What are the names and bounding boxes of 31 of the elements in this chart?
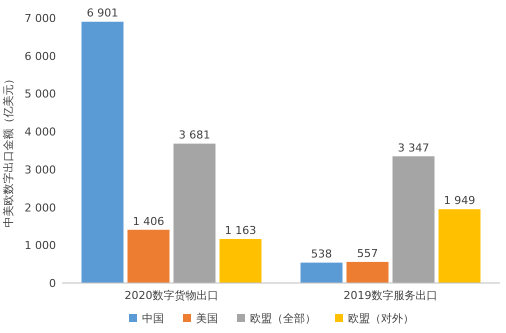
x-tick-label: 2019数字服务出口: [344, 289, 438, 302]
data-label: 1 406: [132, 214, 164, 228]
y-tick-label: 3 000: [24, 163, 56, 176]
bar: [300, 262, 342, 283]
y-tick-label: 0: [49, 277, 56, 290]
data-label: 3 347: [398, 141, 430, 154]
bar: [438, 209, 480, 283]
legend-label: 中国: [142, 312, 164, 325]
y-tick-label: 6 000: [24, 50, 56, 63]
bar: [82, 22, 124, 283]
bar: [346, 262, 388, 283]
data-label: 1 949: [444, 194, 476, 208]
legend-label: 欧盟（全部）: [250, 312, 316, 325]
x-tick-label: 2020数字货物出口: [124, 289, 218, 302]
data-label: 3 681: [178, 128, 210, 142]
y-tick-label: 2 000: [24, 201, 56, 214]
data-label: 1 163: [224, 224, 256, 237]
bar: [174, 144, 216, 283]
y-tick-label: 1 000: [24, 239, 56, 252]
data-label: 6 901: [86, 6, 118, 20]
legend-label: 美国: [196, 312, 218, 325]
data-label: 557: [357, 246, 378, 260]
y-tick-label: 7 000: [24, 12, 56, 25]
bar: [128, 230, 170, 283]
data-label: 538: [311, 248, 332, 261]
y-axis-title: 中美欧数字出口金额（亿美元）: [2, 74, 15, 228]
bar: [220, 238, 262, 283]
bar: [392, 156, 434, 283]
y-tick-label: 4 000: [24, 126, 56, 139]
y-tick-label: 5 000: [24, 88, 56, 101]
legend-label: 欧盟（对外）: [348, 312, 414, 325]
